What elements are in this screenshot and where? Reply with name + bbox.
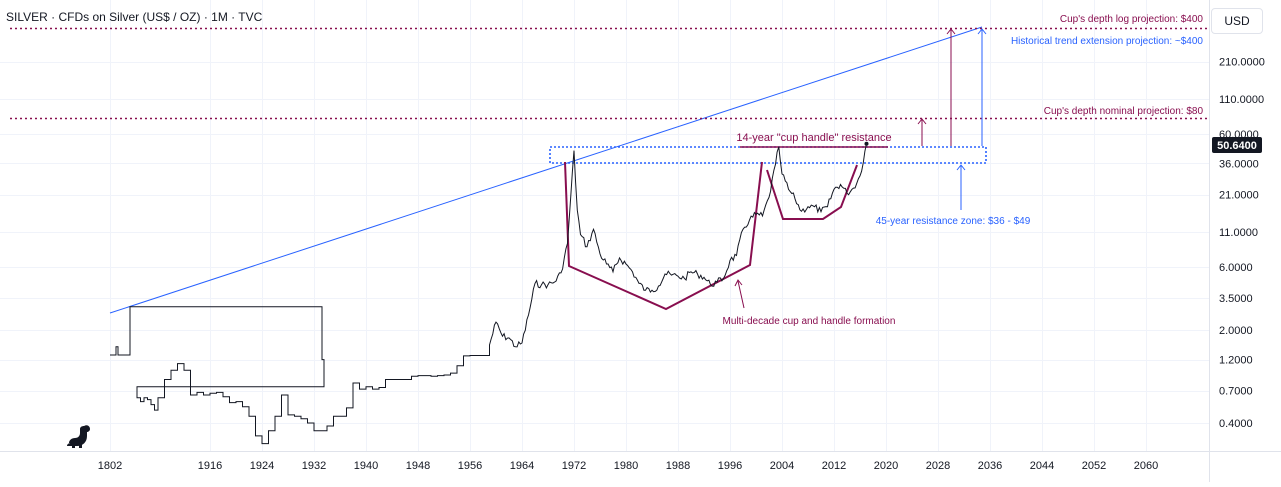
price-axis-tick-label: 1.2000 bbox=[1219, 355, 1253, 367]
time-axis-labels[interactable]: 1802 1916 1924 1932 1940 1948 1956 1964 1972 1980… bbox=[98, 460, 1158, 472]
price-axis-tick-label: 110.0000 bbox=[1219, 94, 1264, 106]
time-axis-tick-label: 1964 bbox=[510, 460, 534, 472]
time-axis-tick-label: 1972 bbox=[562, 460, 586, 472]
time-axis-tick-label: 2020 bbox=[874, 460, 898, 472]
time-axis-tick-label: 2060 bbox=[1134, 460, 1158, 472]
arrow-trend-projection[interactable] bbox=[977, 28, 987, 146]
time-axis-tick-label: 1980 bbox=[614, 460, 638, 472]
time-axis-tick-label: 1802 bbox=[98, 460, 122, 472]
time-axis-tick-label: 1996 bbox=[718, 460, 742, 472]
price-series-line[interactable] bbox=[110, 143, 867, 445]
last-price-label: 50.6400 bbox=[1217, 140, 1257, 152]
price-axis-tick-label: 2.0000 bbox=[1219, 325, 1253, 337]
grid-lines bbox=[0, 0, 1209, 451]
dinosaur-icon bbox=[67, 425, 90, 448]
annotation-cup-handle-resistance: 14-year "cup handle" resistance bbox=[736, 132, 891, 144]
arrow-nominal-projection[interactable] bbox=[917, 118, 927, 146]
price-axis-tick-label: 210.0000 bbox=[1219, 57, 1265, 69]
time-axis-tick-label: 1940 bbox=[354, 460, 378, 472]
price-axis-tick-label: 3.5000 bbox=[1219, 293, 1253, 305]
time-axis-tick-label: 2004 bbox=[770, 460, 794, 472]
price-axis-tick-label: 6.0000 bbox=[1219, 262, 1253, 274]
handle-shape[interactable] bbox=[766, 164, 858, 220]
currency-button[interactable]: USD bbox=[1211, 8, 1263, 34]
time-axis-tick-label: 2028 bbox=[926, 460, 950, 472]
annotation-log-projection: Cup's depth log projection: $400 bbox=[1060, 14, 1204, 25]
price-axis-tick-label: 36.0000 bbox=[1219, 158, 1259, 170]
arrow-log-projection[interactable] bbox=[946, 28, 956, 146]
price-axis-tick-label: 21.0000 bbox=[1219, 190, 1259, 202]
drawings[interactable] bbox=[10, 26, 1209, 314]
time-axis-tick-label: 2012 bbox=[822, 460, 846, 472]
time-axis-tick-label: 2044 bbox=[1030, 460, 1054, 472]
time-axis-tick-label: 2052 bbox=[1082, 460, 1106, 472]
resistance-zone-rect[interactable] bbox=[549, 146, 987, 164]
historical-trendline[interactable] bbox=[109, 26, 983, 314]
time-axis-tick-label: 1932 bbox=[302, 460, 326, 472]
last-price-badge bbox=[1212, 137, 1262, 153]
last-price-marker bbox=[864, 141, 869, 146]
time-axis-tick-label: 1916 bbox=[198, 460, 222, 472]
annotation-trend-projection: Historical trend extension projection: ~… bbox=[1011, 36, 1203, 47]
price-axis-labels[interactable]: 0.4000 0.7000 1.2000 2.0000 3.5000 6.0000 11.0… bbox=[1219, 57, 1265, 430]
time-axis-tick-label: 1924 bbox=[250, 460, 274, 472]
time-axis-tick-label: 1956 bbox=[458, 460, 482, 472]
symbol-header[interactable]: SILVER · CFDs on Silver (US$ / OZ) · 1M … bbox=[6, 10, 263, 24]
time-axis-tick-label: 1988 bbox=[666, 460, 690, 472]
arrow-resistance-zone[interactable] bbox=[956, 164, 966, 210]
annotation-nominal-projection: Cup's depth nominal projection: $80 bbox=[1044, 106, 1204, 117]
time-axis-tick-label: 2036 bbox=[978, 460, 1002, 472]
annotation-resistance-zone: 45-year resistance zone: $36 - $49 bbox=[876, 216, 1031, 227]
price-axis-tick-label: 11.0000 bbox=[1219, 227, 1258, 239]
arrow-cup-formation[interactable] bbox=[734, 279, 745, 309]
price-axis-tick-label: 0.4000 bbox=[1219, 418, 1253, 430]
price-axis-tick-label: 0.7000 bbox=[1219, 386, 1253, 398]
time-axis-tick-label: 1948 bbox=[406, 460, 430, 472]
annotation-cup-formation: Multi-decade cup and handle formation bbox=[723, 316, 896, 327]
cup-shape[interactable] bbox=[564, 161, 763, 311]
